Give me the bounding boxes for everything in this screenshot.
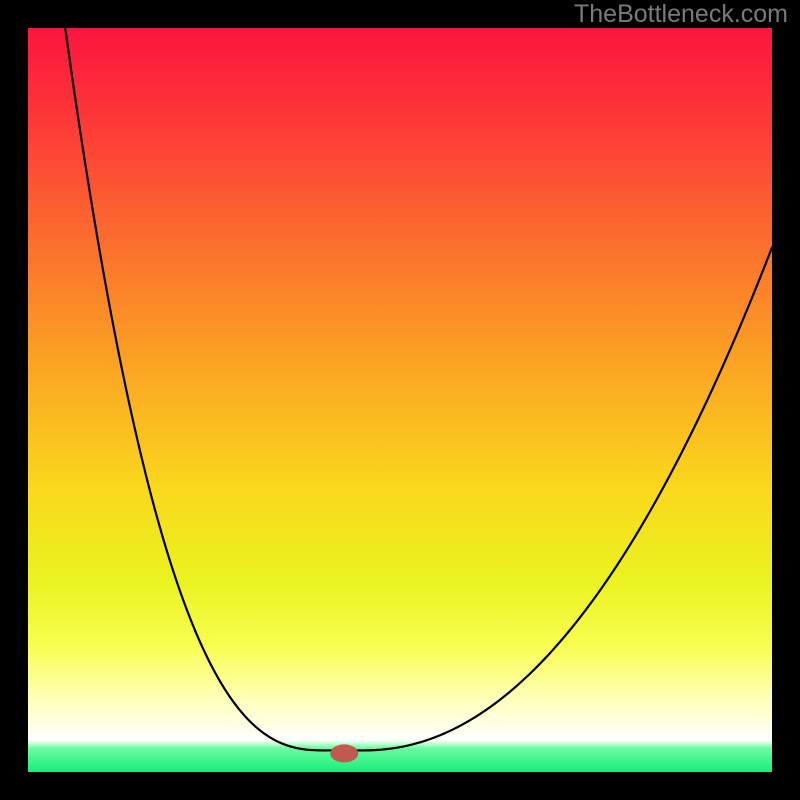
optimal-point-marker: [330, 744, 358, 762]
chart-gradient-background: [28, 28, 772, 772]
bottleneck-chart: [0, 0, 800, 800]
watermark-text: TheBottleneck.com: [574, 0, 788, 29]
